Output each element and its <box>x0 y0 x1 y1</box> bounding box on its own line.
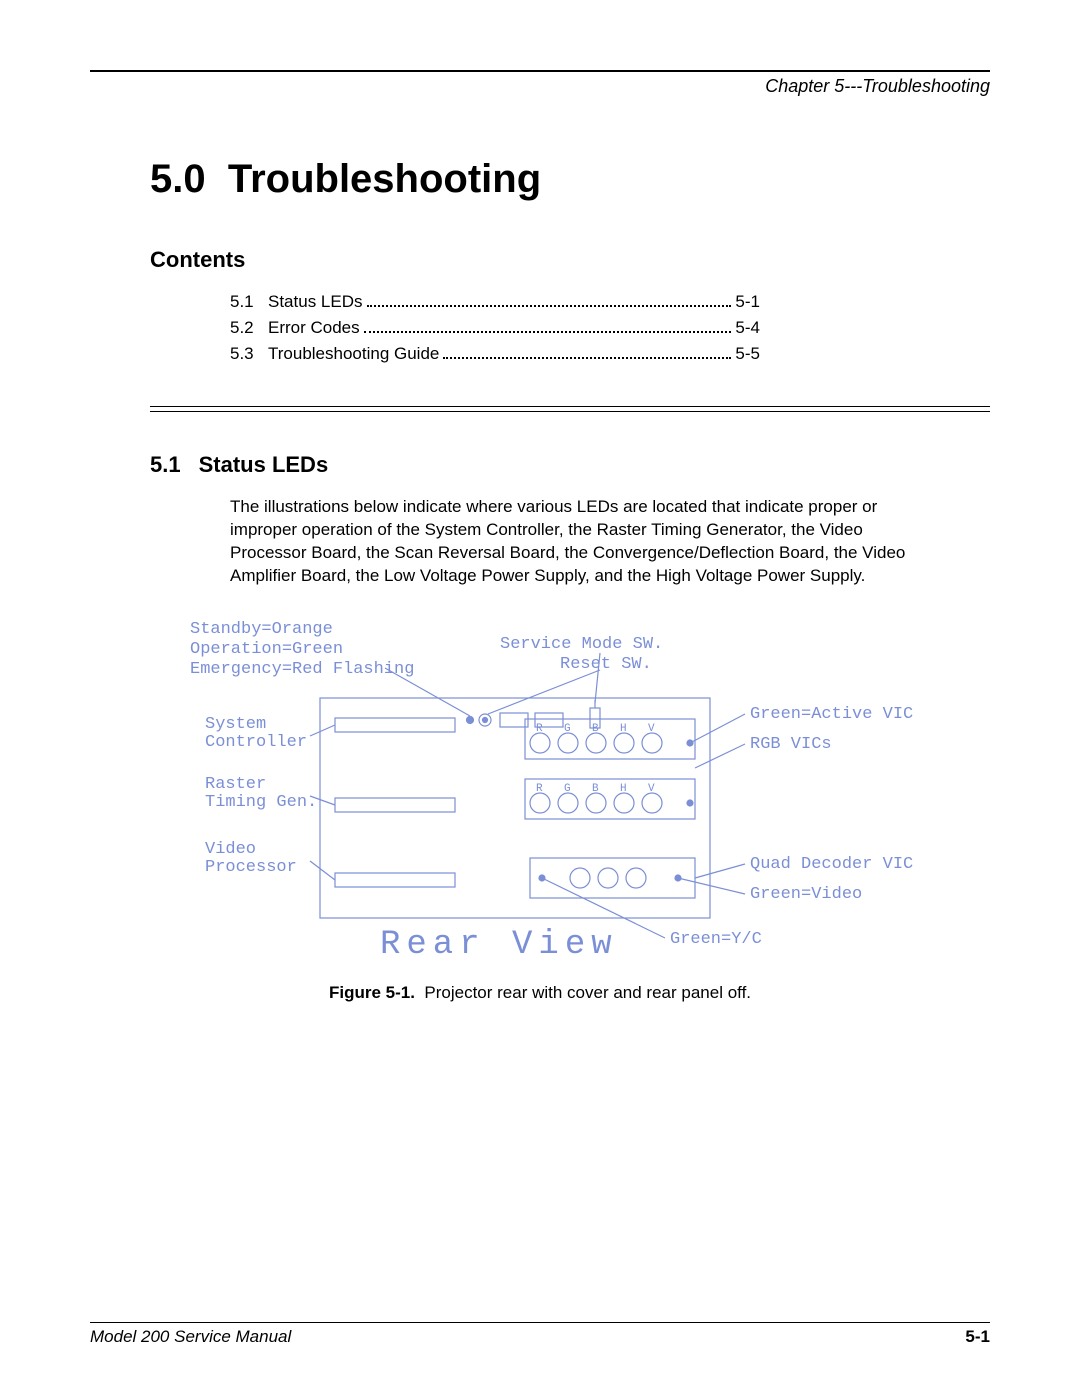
figure-caption: Figure 5-1. Projector rear with cover an… <box>150 983 930 1003</box>
toc-leader <box>443 340 731 359</box>
svg-text:Service Mode SW.: Service Mode SW. <box>500 635 663 654</box>
toc-page: 5-1 <box>735 291 760 314</box>
svg-text:Raster: Raster <box>205 775 266 794</box>
toc-title: Troubleshooting Guide <box>268 343 439 366</box>
footer-row: Model 200 Service Manual 5-1 <box>90 1327 990 1347</box>
figure-label: Figure 5-1. <box>329 983 415 1002</box>
svg-text:Video: Video <box>205 840 256 859</box>
toc-page: 5-4 <box>735 317 760 340</box>
section-divider <box>150 406 990 412</box>
toc-num: 5.3 <box>230 343 268 366</box>
toc-num: 5.2 <box>230 317 268 340</box>
toc-page: 5-5 <box>735 343 760 366</box>
chapter-title: 5.0 Troubleshooting <box>150 157 990 202</box>
section-paragraph: The illustrations below indicate where v… <box>230 496 930 588</box>
svg-text:System: System <box>205 715 266 734</box>
svg-text:RGB VICs: RGB VICs <box>750 735 832 754</box>
svg-text:Controller: Controller <box>205 733 307 752</box>
svg-text:Timing Gen.: Timing Gen. <box>205 793 317 812</box>
svg-text:Emergency=Red Flashing: Emergency=Red Flashing <box>190 660 414 679</box>
toc-row: 5.2 Error Codes 5-4 <box>230 314 760 340</box>
header-rule <box>90 70 990 72</box>
svg-text:Standby=Orange: Standby=Orange <box>190 620 333 639</box>
svg-text:V: V <box>648 723 655 735</box>
svg-text:H: H <box>620 783 627 795</box>
section-number: 5.1 <box>150 452 181 478</box>
svg-text:B: B <box>592 783 599 795</box>
contents-heading: Contents <box>150 247 990 273</box>
svg-text:Processor: Processor <box>205 858 297 877</box>
svg-text:V: V <box>648 783 655 795</box>
footer-rule <box>90 1322 990 1323</box>
toc-leader <box>364 314 732 333</box>
table-of-contents: 5.1 Status LEDs 5-1 5.2 Error Codes 5-4 … <box>230 288 760 366</box>
svg-text:Green=Active VIC: Green=Active VIC <box>750 705 913 724</box>
page-footer: Model 200 Service Manual 5-1 <box>90 1322 990 1347</box>
svg-text:Operation=Green: Operation=Green <box>190 640 343 659</box>
footer-manual-name: Model 200 Service Manual <box>90 1327 291 1347</box>
toc-title: Status LEDs <box>268 291 363 314</box>
svg-text:R: R <box>536 783 543 795</box>
svg-text:Green=Video: Green=Video <box>750 885 862 904</box>
svg-text:Green=Y/C: Green=Y/C <box>670 930 762 949</box>
section-heading: 5.1 Status LEDs <box>150 452 990 478</box>
svg-text:G: G <box>564 783 571 795</box>
chapter-number: 5.0 <box>150 157 206 201</box>
chapter-name: Troubleshooting <box>228 157 541 201</box>
footer-page-number: 5-1 <box>965 1327 990 1347</box>
svg-text:G: G <box>564 723 571 735</box>
svg-text:H: H <box>620 723 627 735</box>
svg-text:R: R <box>536 723 543 735</box>
figure-diagram: R G B H V R G B H V Standby=OrangeOperation=GreenE… <box>170 608 990 973</box>
svg-text:B: B <box>592 723 599 735</box>
svg-text:Reset SW.: Reset SW. <box>560 655 652 674</box>
toc-leader <box>367 288 732 307</box>
toc-row: 5.1 Status LEDs 5-1 <box>230 288 760 314</box>
toc-num: 5.1 <box>230 291 268 314</box>
page: Chapter 5---Troubleshooting 5.0 Troubles… <box>0 0 1080 1397</box>
svg-text:Quad Decoder VIC: Quad Decoder VIC <box>750 855 913 874</box>
toc-title: Error Codes <box>268 317 360 340</box>
header-chapter-label: Chapter 5---Troubleshooting <box>90 76 990 97</box>
section-title: Status LEDs <box>199 452 329 477</box>
figure-caption-text: Projector rear with cover and rear panel… <box>424 983 751 1002</box>
toc-row: 5.3 Troubleshooting Guide 5-5 <box>230 340 760 366</box>
svg-text:Rear View: Rear View <box>380 926 618 964</box>
